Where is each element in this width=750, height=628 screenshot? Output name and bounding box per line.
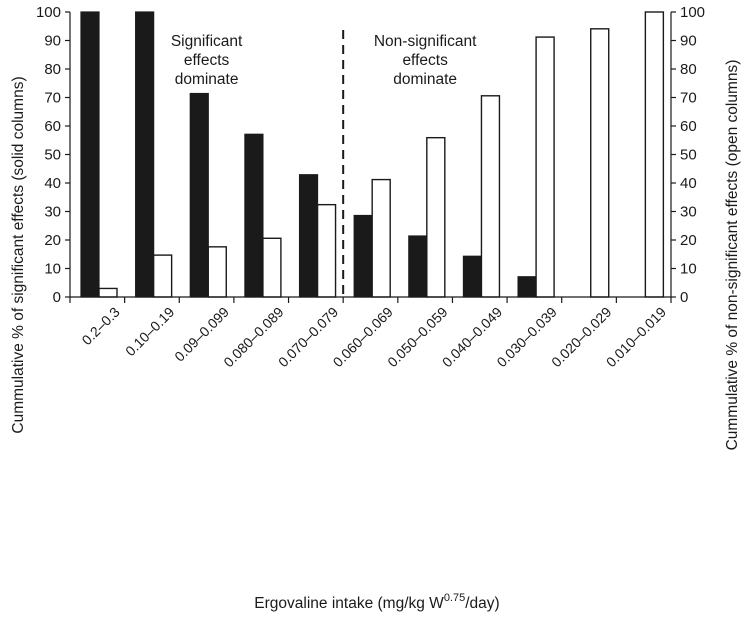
left-tick-label: 40 [44, 175, 61, 192]
left-tick-label: 60 [44, 118, 61, 135]
right-tick-label: 70 [680, 90, 697, 107]
right-y-axis-title: Cummulative % of non-significant effects… [724, 60, 741, 451]
bar-significant [353, 214, 373, 298]
x-axis-title-tail: /day) [465, 595, 499, 612]
x-axis-title-sup: 0.75 [444, 592, 465, 604]
bar-non-significant [207, 246, 227, 298]
plot-area [80, 11, 665, 298]
bar-non-significant [426, 136, 446, 298]
right-tick-label: 50 [680, 147, 697, 164]
bar-significant [244, 133, 264, 298]
bar-significant [517, 276, 537, 298]
bar-non-significant [535, 36, 555, 298]
annotation-line: dominate [175, 71, 239, 88]
right-tick-label: 0 [680, 289, 688, 306]
bar-non-significant [371, 178, 391, 298]
right-tick-label: 20 [680, 232, 697, 249]
left-tick-label: 50 [44, 147, 61, 164]
annotation-line: effects [184, 52, 230, 69]
bar-non-significant [262, 237, 282, 298]
bar-significant [408, 235, 428, 298]
bar-non-significant [98, 287, 118, 298]
bar-significant [298, 174, 319, 298]
right-y-axis: 0 10 20 30 40 50 60 70 80 90 100 [670, 4, 705, 306]
left-y-axis-title: Cummulative % of significant effects (so… [10, 76, 27, 433]
x-axis: 0.2–0.3 0.10–0.190.09–0.0990.080–0.0890.0… [69, 296, 672, 370]
left-tick-label: 20 [44, 232, 61, 249]
bar-non-significant [644, 11, 665, 298]
x-axis-title: Ergovaline intake (mg/kg W0.75/day) [254, 592, 499, 612]
bar-significant [135, 11, 155, 298]
bar-non-significant [590, 28, 610, 298]
right-tick-label: 60 [680, 118, 697, 135]
right-tick-label: 100 [680, 4, 705, 21]
left-tick-label: 100 [36, 4, 61, 21]
x-tick-label: 0.2–0.3 [78, 304, 122, 348]
left-tick-label: 0 [53, 289, 61, 306]
right-tick-label: 40 [680, 175, 697, 192]
bar-significant [189, 92, 209, 298]
bar-non-significant [480, 95, 501, 298]
left-tick-label: 80 [44, 61, 61, 78]
bar-significant [80, 11, 100, 298]
bar-non-significant [316, 203, 337, 298]
annotation-line: effects [402, 52, 448, 69]
right-tick-label: 30 [680, 204, 697, 221]
annotation-line: Non-significant [374, 33, 477, 50]
bar-non-significant [152, 254, 173, 298]
annotation-line: Significant [171, 33, 243, 50]
bar-significant [462, 255, 483, 298]
right-tick-label: 80 [680, 61, 697, 78]
annotations: Significant effects dominate Non-significan… [171, 33, 477, 88]
left-tick-label: 70 [44, 90, 61, 107]
x-axis-title-main: Ergovaline intake (mg/kg W [254, 595, 444, 612]
left-tick-label: 90 [44, 33, 61, 50]
annotation-line: dominate [393, 71, 457, 88]
left-tick-label: 30 [44, 204, 61, 221]
left-tick-label: 10 [44, 261, 61, 278]
x-tick-label: 0.10–0.19 [122, 304, 178, 360]
right-tick-label: 10 [680, 261, 697, 278]
right-tick-label: 90 [680, 33, 697, 50]
left-y-axis: 0 10 20 30 40 50 60 70 80 90 100 [36, 4, 71, 306]
